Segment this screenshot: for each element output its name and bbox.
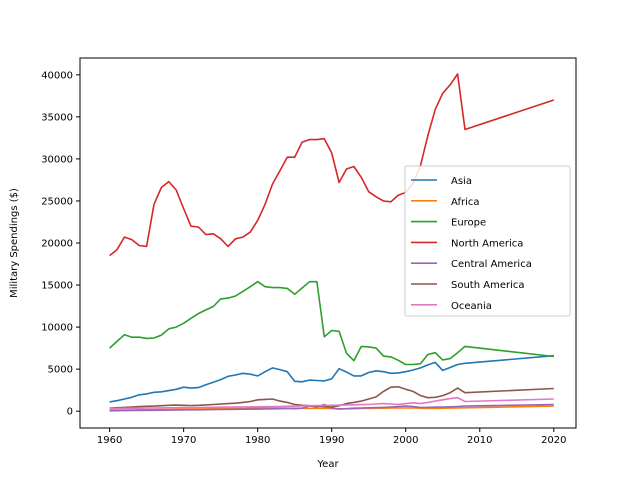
series-line-europe <box>109 280 554 366</box>
series-line-oceania <box>109 396 554 410</box>
x-tick-label: 1990 <box>319 435 344 446</box>
series-line-south-america <box>109 385 554 409</box>
y-axis-label: Military Spendings ($) <box>9 188 20 298</box>
y-tick-label: 15000 <box>41 281 73 292</box>
x-tick-label: 2010 <box>467 435 492 446</box>
x-axis-label: Year <box>316 459 339 470</box>
plot-area <box>79 57 577 429</box>
legend-label-north-america: North America <box>451 238 523 249</box>
legend-label-central-america: Central America <box>451 259 532 270</box>
y-tick-label: 20000 <box>41 239 73 250</box>
series-layer <box>109 73 555 412</box>
x-tick-label: 1980 <box>245 435 270 446</box>
series-line-central-america <box>109 403 554 412</box>
x-tick-label: 1960 <box>97 435 122 446</box>
y-tick-label: 10000 <box>41 323 73 334</box>
legend-label-africa: Africa <box>451 197 480 208</box>
x-axis: 1960 1970 1980 1990 2000 2010 2020 <box>97 428 567 446</box>
y-tick-label: 0 <box>67 407 73 418</box>
x-tick-label: 2020 <box>541 435 566 446</box>
legend: Asia Africa Europe North America Central Ame… <box>404 165 571 317</box>
legend-label-south-america: South America <box>451 280 525 291</box>
y-tick-label: 40000 <box>41 70 73 81</box>
series-line-asia <box>109 354 554 403</box>
y-tick-label: 35000 <box>41 112 73 123</box>
y-tick-label: 5000 <box>48 365 73 376</box>
legend-label-europe: Europe <box>451 218 486 229</box>
legend-label-oceania: Oceania <box>451 301 492 312</box>
x-tick-label: 1970 <box>171 435 196 446</box>
x-tick-label: 2000 <box>393 435 418 446</box>
y-tick-label: 30000 <box>41 154 73 165</box>
legend-frame <box>404 165 571 317</box>
y-tick-label: 25000 <box>41 196 73 207</box>
y-axis: 0 5000 10000 15000 20000 25000 30000 35000 40000 <box>41 70 80 418</box>
legend-label-asia: Asia <box>451 176 472 187</box>
